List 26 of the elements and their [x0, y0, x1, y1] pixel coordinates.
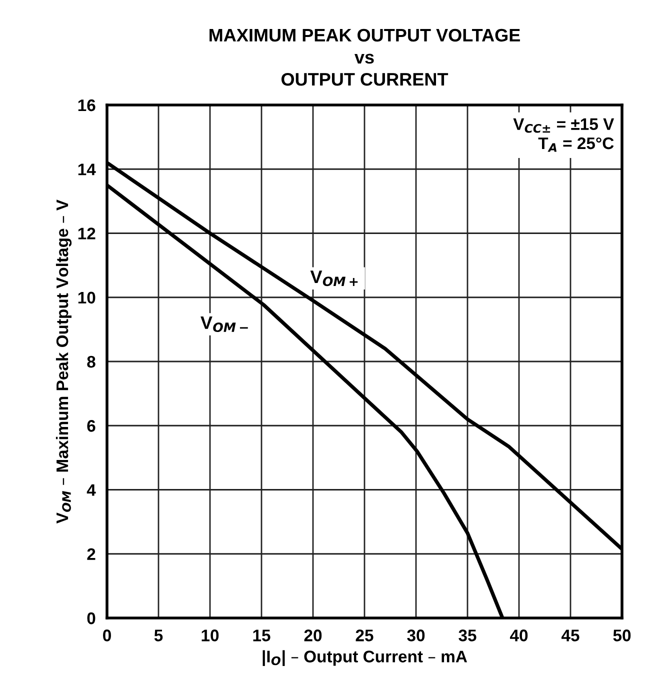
series-label: V$_{OM+}$: [310, 270, 358, 286]
x-tick-label: 0: [103, 630, 111, 642]
x-tick-label: 15: [253, 630, 270, 642]
x-tick-label: 25: [356, 630, 374, 642]
chart-title: MAXIMUM PEAK OUTPUT VOLTAGE vs OUTPUT CURRENT: [210, 28, 520, 86]
x-tick-label: 10: [202, 630, 219, 642]
y-tick-label: 2: [87, 548, 96, 560]
x-axis-title: |I$_{O}$| – Output Current – mA: [262, 650, 468, 666]
y-tick-label: 8: [87, 356, 96, 368]
x-tick-label: 45: [561, 630, 580, 642]
annotation: V$_{CC±}$ = ±15 V T$_{A}$ = 25°C: [513, 118, 614, 152]
x-tick-label: 40: [510, 630, 528, 642]
series-label: V$_{OM−}$: [200, 316, 248, 332]
y-tick-label: 6: [87, 420, 96, 432]
y-tick-label: 12: [78, 228, 96, 240]
y-tick-label: 16: [78, 99, 96, 112]
y-tick-label: 10: [78, 292, 96, 304]
x-tick-label: 50: [613, 630, 631, 642]
y-tick-label: 4: [86, 484, 96, 496]
x-tick-label: 20: [304, 630, 322, 642]
x-tick-label: 30: [407, 630, 425, 642]
y-axis-title: V$_{OM}$ – Maximum Peak Output Voltage – V: [56, 200, 72, 524]
y-tick-label: 14: [78, 164, 96, 176]
y-tick-label: 0: [87, 612, 96, 624]
x-tick-label: 35: [458, 630, 476, 642]
x-tick-label: 5: [154, 630, 163, 642]
